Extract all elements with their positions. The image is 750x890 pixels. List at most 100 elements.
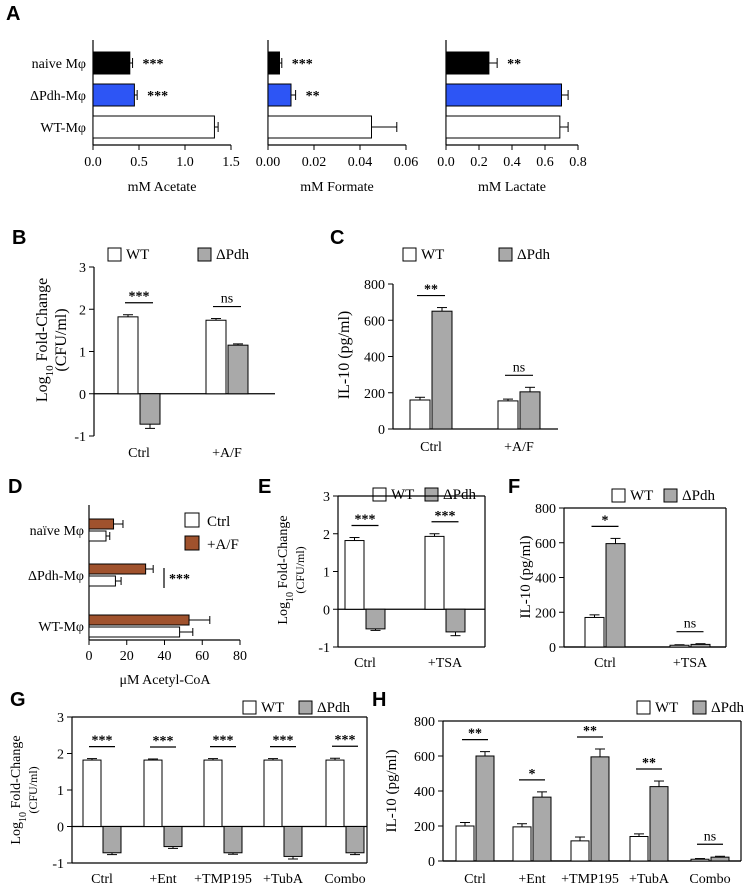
y-tick-label: 800 <box>535 502 556 517</box>
bar <box>88 614 190 626</box>
significance-label: ** <box>468 727 482 742</box>
x-tick-label: 1.0 <box>176 155 194 170</box>
legend-swatch-wt <box>242 700 257 715</box>
bar <box>532 796 552 862</box>
category-label: +A/F <box>212 446 242 461</box>
bar <box>163 826 183 848</box>
legend-swatch-pdh <box>197 247 212 262</box>
y-axis-title: IL-10 (pg/ml) <box>518 536 534 619</box>
y-tick-label: 0 <box>79 388 86 403</box>
category-label: +TubA <box>263 872 304 887</box>
bar <box>431 310 453 430</box>
legend-swatch-pdh <box>692 700 707 715</box>
x-axis-title: mM Formate <box>300 180 374 195</box>
bar <box>344 540 365 610</box>
y-tick-label: 1 <box>57 784 64 799</box>
category-label: Ctrl <box>464 872 486 887</box>
significance-label: ** <box>583 724 597 739</box>
category-label: +TMP195 <box>194 872 252 887</box>
bar <box>267 83 292 107</box>
y-tick-label: 400 <box>414 785 435 800</box>
y-tick-label: 3 <box>79 261 86 276</box>
legend-label-wt: WT <box>630 488 653 504</box>
bar <box>117 316 139 395</box>
bar <box>445 608 466 633</box>
legend-label-af: +A/F <box>207 537 239 553</box>
x-tick-label: 20 <box>120 649 134 664</box>
legend-swatch-pdh <box>298 700 313 715</box>
category-label: +A/F <box>504 440 534 455</box>
bar <box>139 393 161 425</box>
bar <box>88 530 107 542</box>
bar <box>88 563 147 575</box>
y-tick-label: 400 <box>535 572 556 587</box>
category-label: Combo <box>324 872 365 887</box>
bar <box>267 51 280 75</box>
category-label: +TMP195 <box>561 872 619 887</box>
legend-label-pdh: ΔPdh <box>443 487 476 503</box>
y-tick-label: 0 <box>57 821 64 836</box>
bar <box>455 825 475 862</box>
category-label: +TubA <box>629 872 670 887</box>
y-tick-label: 3 <box>57 711 64 726</box>
bar <box>325 759 345 828</box>
significance-label: *** <box>273 734 294 749</box>
significance-label: *** <box>335 733 356 748</box>
y-axis-title: IL-10 (pg/ml) <box>336 311 353 399</box>
bar <box>590 756 610 862</box>
significance-label: * <box>602 513 609 528</box>
x-tick-label: 0.4 <box>503 155 521 170</box>
y-tick-label: 0 <box>428 855 435 870</box>
y-axis-title: Log10 Fold-Change <box>9 735 29 844</box>
legend-label-wt: WT <box>655 700 678 716</box>
y-tick-label: -1 <box>52 857 64 872</box>
legend-swatch-pdh <box>498 247 513 262</box>
bar <box>584 616 605 648</box>
category-label: Ctrl <box>420 440 442 455</box>
category-label: Ctrl <box>594 656 616 671</box>
y-tick-label: 1 <box>323 566 330 581</box>
significance-label: *** <box>355 513 376 528</box>
category-label: Combo <box>689 872 730 887</box>
y-tick-label: 800 <box>364 278 385 293</box>
legend-swatch-af <box>184 535 200 551</box>
bar <box>519 391 541 430</box>
y-axis-title: IL-10 (pg/ml) <box>384 750 400 833</box>
legend-swatch-wt <box>402 247 417 262</box>
significance-label: *** <box>169 572 190 587</box>
bar <box>102 826 122 854</box>
y-tick-label: -1 <box>74 430 86 445</box>
bar <box>409 399 431 430</box>
bar <box>710 856 730 862</box>
y-axis-title: Log10 Fold-Change <box>276 515 296 624</box>
y-tick-label: 600 <box>535 537 556 552</box>
y-tick-label: -1 <box>318 641 330 656</box>
y-tick-label: 200 <box>535 606 556 621</box>
y-tick-label: 200 <box>364 387 385 402</box>
x-tick-label: 0 <box>86 649 93 664</box>
legend-label-pdh: ΔPdh <box>317 700 350 716</box>
y-tick-label: 800 <box>414 715 435 730</box>
category-label: WT-Mφ <box>40 121 86 136</box>
category-label: Ctrl <box>128 446 150 461</box>
bar <box>88 518 115 530</box>
significance-label: *** <box>129 290 150 305</box>
y-tick-label: 2 <box>323 528 330 543</box>
bar <box>92 83 135 107</box>
x-tick-label: 0.04 <box>348 155 373 170</box>
bar <box>570 840 590 862</box>
bar <box>345 826 365 854</box>
bar <box>92 51 131 75</box>
y-tick-label: 200 <box>414 820 435 835</box>
legend-label-wt: WT <box>391 487 414 503</box>
significance-label: * <box>529 767 536 782</box>
significance-label: ** <box>306 89 320 104</box>
significance-label: ns <box>704 829 716 844</box>
legend-label-pdh: ΔPdh <box>711 700 744 716</box>
panel-label-G: G <box>10 689 26 711</box>
x-tick-label: 1.5 <box>222 155 240 170</box>
y-axis-title-unit: (CFU/ml) <box>53 308 70 371</box>
x-tick-label: 0.6 <box>536 155 554 170</box>
bar <box>203 759 223 828</box>
significance-label: ns <box>221 292 233 307</box>
